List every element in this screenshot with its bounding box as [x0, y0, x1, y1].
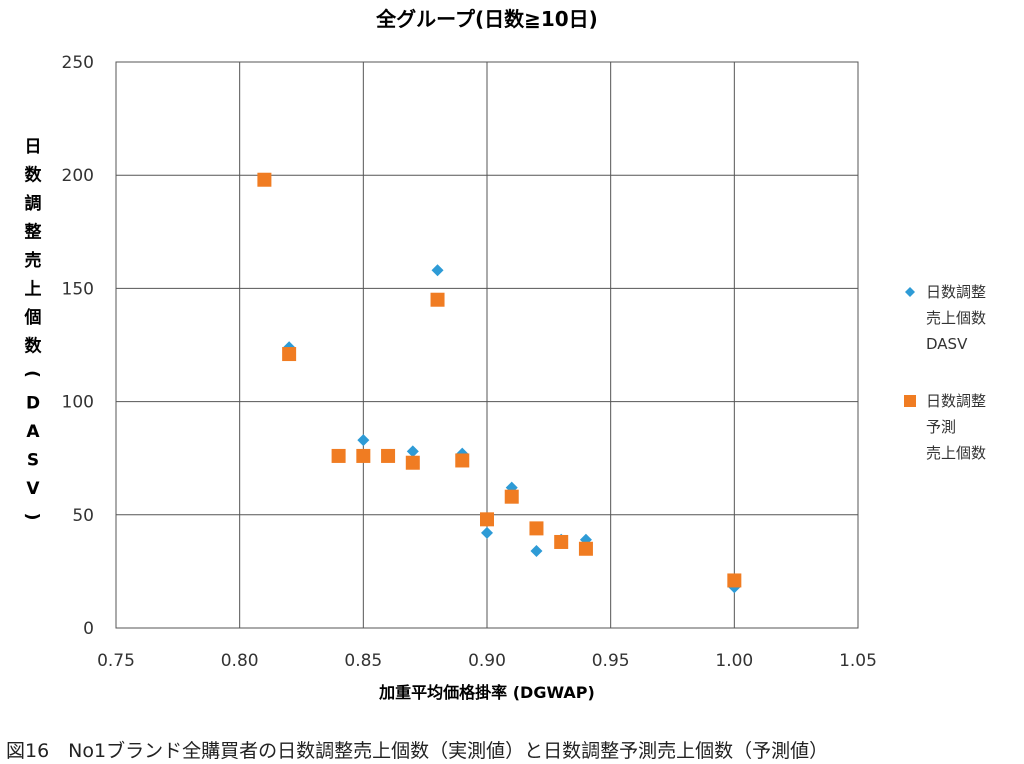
plot-area: [115, 61, 859, 629]
series-layer: [257, 172, 742, 594]
x-axis-ticks: 0.75 0.80 0.85 0.90 0.95 1.00 1.05: [97, 651, 877, 671]
legend-label: 日数調整: [926, 283, 986, 301]
diamond-marker: [431, 264, 444, 277]
square-marker: [331, 448, 346, 463]
x-tick-label: 0.80: [221, 651, 259, 671]
diamond-marker: [530, 545, 543, 558]
square-marker: [455, 453, 470, 468]
square-marker: [578, 541, 593, 556]
x-tick-label: 0.75: [97, 651, 135, 671]
legend-label: 売上個数: [926, 444, 986, 462]
y-axis-label-char: 数: [25, 336, 43, 357]
x-tick-label: 1.00: [715, 651, 753, 671]
y-axis-label-char: 調: [25, 193, 42, 214]
square-marker: [529, 521, 544, 536]
square-marker: [504, 489, 519, 504]
legend-diamond-icon: [905, 287, 915, 297]
y-axis-label-char: 数: [25, 165, 43, 186]
figure-caption: 図16 No1ブランド全購買者の日数調整売上個数（実測値）と日数調整予測売上個数…: [6, 740, 829, 762]
y-axis-ticks: 0 50 100 150 200 250: [62, 53, 94, 639]
y-axis-label-char: V: [26, 479, 40, 499]
series-diamond: [258, 173, 741, 594]
legend-square-icon: [904, 395, 916, 407]
y-axis-label-char: A: [26, 422, 40, 442]
x-tick-label: 1.05: [839, 651, 877, 671]
y-axis-label: 日数調整売上個数(DASV): [22, 137, 43, 520]
y-tick-label: 50: [72, 506, 94, 526]
diamond-marker: [406, 445, 419, 458]
y-axis-label-char: ): [22, 513, 42, 521]
y-axis-label-char: 売: [25, 250, 42, 271]
legend-label: 予測: [926, 418, 956, 436]
y-axis-label-char: 個: [24, 307, 42, 328]
legend-label: DASV: [926, 335, 968, 353]
legend-label: 日数調整: [926, 392, 986, 410]
y-tick-label: 0: [83, 619, 94, 639]
square-marker: [356, 448, 371, 463]
diamond-marker: [481, 526, 493, 539]
square-marker: [257, 172, 272, 187]
legend-item: 日数調整予測売上個数: [904, 392, 986, 462]
y-tick-label: 100: [62, 393, 94, 413]
y-axis-label-char: (: [22, 370, 42, 378]
y-tick-label: 250: [62, 53, 94, 73]
legend-item: 日数調整売上個数 DASV: [905, 283, 986, 353]
y-tick-label: 150: [62, 279, 94, 299]
square-marker: [282, 347, 297, 362]
square-marker: [480, 512, 494, 527]
square-marker: [381, 448, 396, 463]
y-axis-label-char: 日: [25, 137, 42, 157]
square-marker: [405, 455, 420, 470]
square-marker: [727, 573, 742, 588]
square-marker: [430, 292, 445, 307]
y-axis-label-char: D: [26, 394, 40, 414]
legend-label: 売上個数: [926, 309, 986, 327]
y-axis-label-char: 上: [25, 280, 42, 300]
y-axis-label-char: 整: [25, 222, 42, 243]
y-axis-label-char: S: [27, 451, 39, 471]
chart-title: 全グループ(日数≧10日): [375, 7, 598, 31]
x-axis-label: 加重平均価格掛率 (DGWAP): [378, 683, 595, 702]
x-tick-label: 0.90: [468, 651, 506, 671]
x-tick-label: 0.95: [592, 651, 630, 671]
y-tick-label: 200: [62, 166, 94, 186]
grid-lines: [115, 61, 859, 629]
series-square: [257, 172, 742, 588]
x-tick-label: 0.85: [344, 651, 382, 671]
scatter-chart: 全グループ(日数≧10日) 0.75 0.80 0.85 0.90 0.95 1.00 1.…: [22, 7, 986, 702]
square-marker: [554, 534, 569, 549]
diamond-marker: [357, 434, 370, 447]
